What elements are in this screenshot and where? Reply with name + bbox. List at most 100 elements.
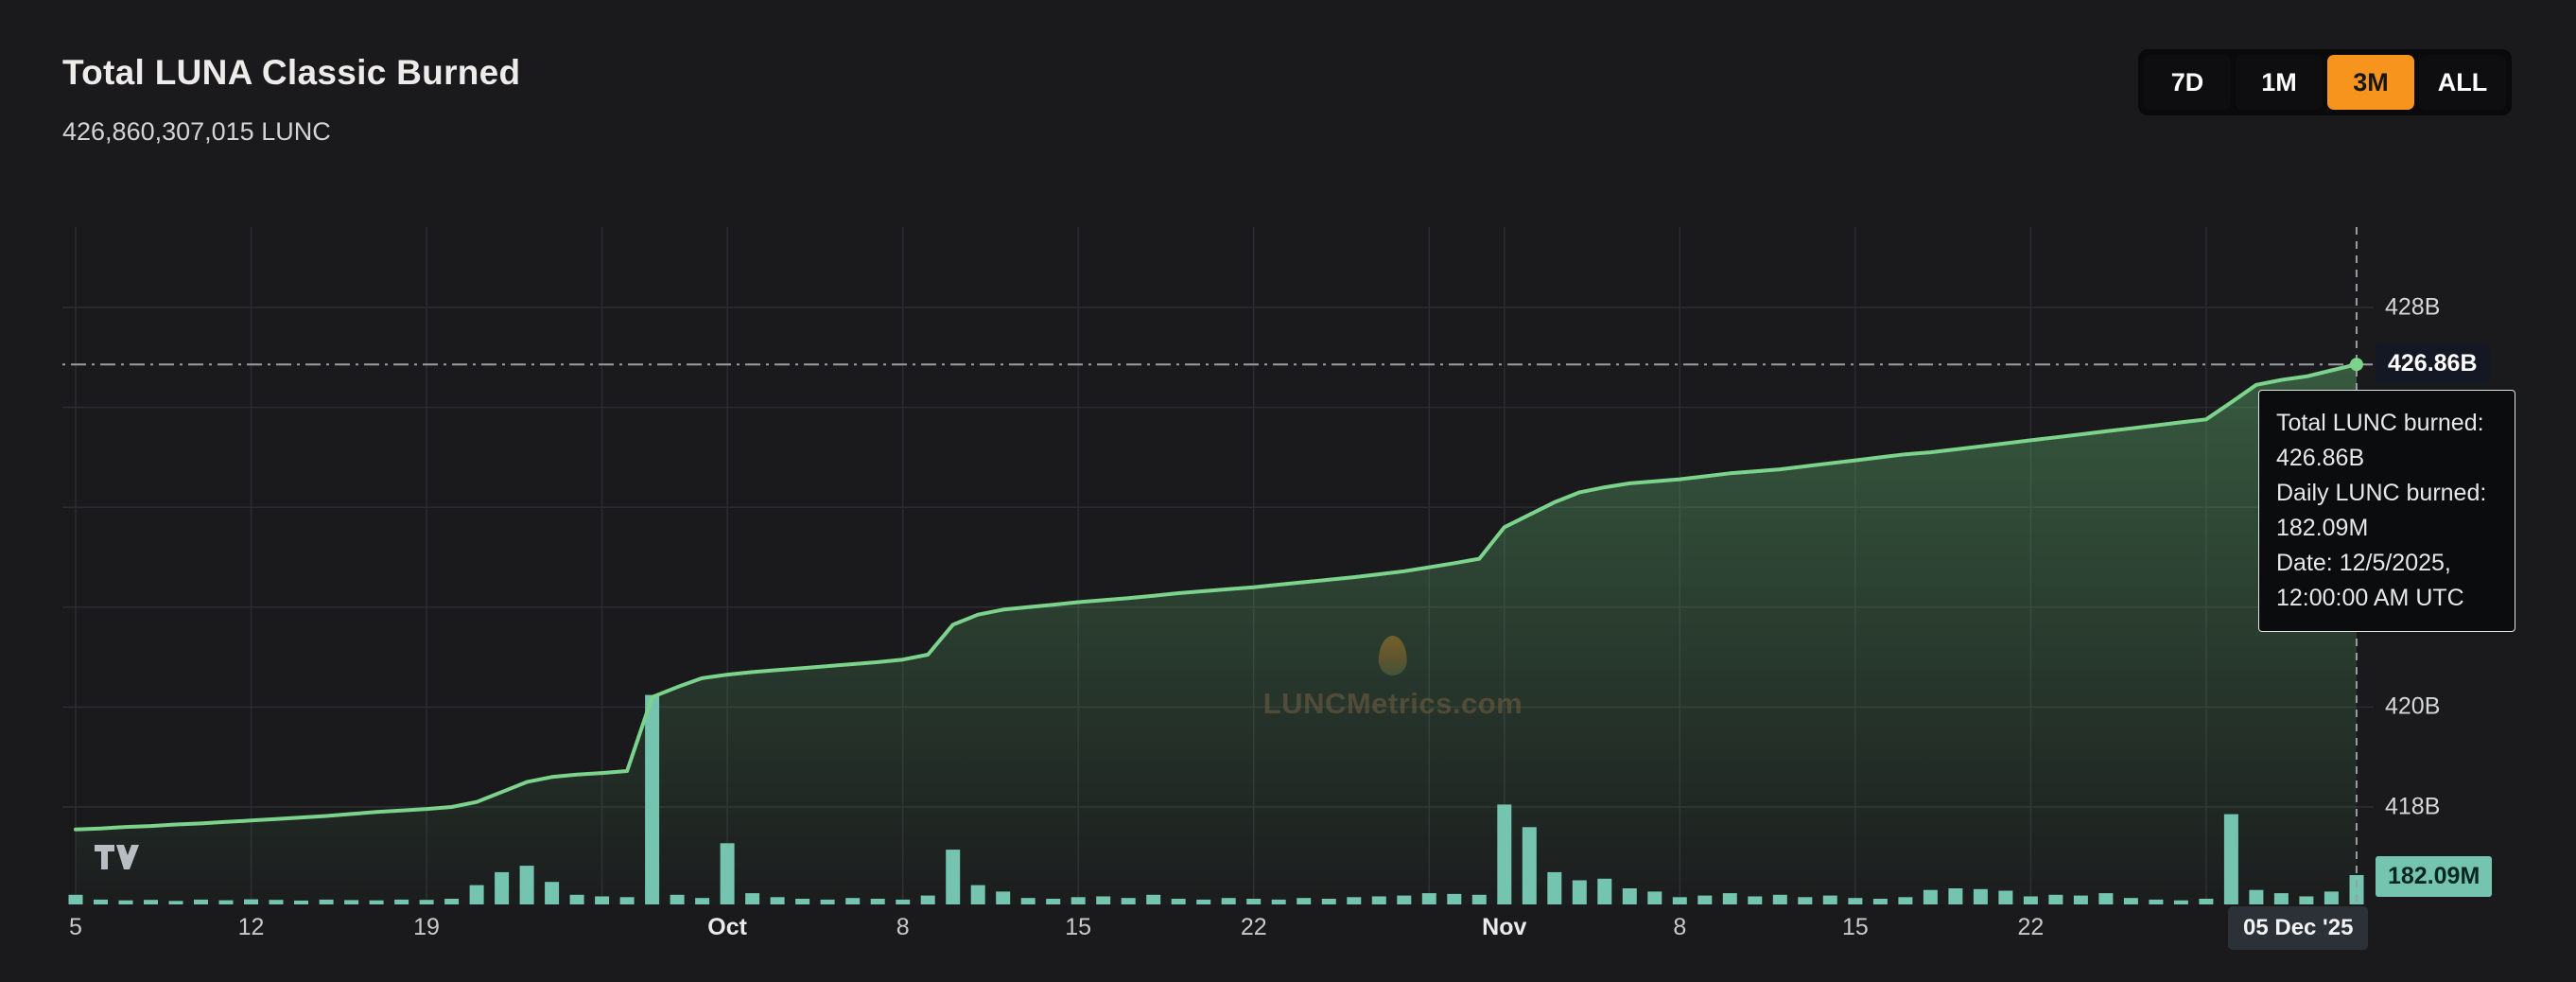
daily-burn-bar (1948, 888, 1963, 904)
current-daily-badge: 182.09M (2376, 856, 2493, 897)
daily-burn-bar (519, 866, 534, 904)
daily-burn-bar (2349, 875, 2364, 904)
daily-burn-bar (1748, 896, 1763, 904)
daily-burn-bar (1196, 899, 1211, 904)
daily-burn-bar (2048, 894, 2063, 904)
daily-burn-bar (68, 894, 83, 904)
current-date-badge: 05 Dec '25 (2228, 906, 2369, 950)
tooltip-line: 12:00:00 AM UTC (2276, 585, 2464, 611)
daily-burn-bar (168, 901, 183, 904)
daily-burn-bar (1697, 895, 1713, 904)
range-all-button[interactable]: ALL (2419, 55, 2506, 110)
tooltip-line: Total LUNC burned: (2276, 410, 2484, 436)
daily-burn-bar (569, 894, 584, 904)
daily-burn-bar (1397, 895, 1412, 904)
daily-burn-bar (1146, 894, 1161, 904)
current-total-badge: 426.86B (2376, 343, 2490, 384)
daily-burn-bar (1822, 895, 1837, 904)
daily-burn-bar (1923, 889, 1938, 904)
daily-burn-bar (670, 894, 685, 904)
daily-burn-bar (1321, 899, 1336, 904)
daily-burn-bar (244, 899, 258, 904)
daily-burn-bar (595, 896, 610, 904)
daily-burn-bar (770, 897, 785, 904)
daily-burn-bar (870, 899, 885, 904)
daily-burn-bar (444, 899, 460, 904)
daily-burn-bar (2199, 899, 2214, 904)
daily-burn-bar (1020, 898, 1036, 904)
tooltip-line: Date: 12/5/2025, (2276, 550, 2451, 576)
daily-burn-bar (118, 900, 133, 904)
daily-burn-bar (720, 843, 735, 904)
daily-burn-bar (1647, 891, 1662, 904)
daily-burn-bar (94, 899, 108, 904)
current-point-marker (2349, 358, 2363, 372)
tradingview-logo-icon[interactable] (95, 845, 140, 871)
daily-burn-bar (795, 899, 810, 904)
daily-burn-bar (845, 898, 861, 904)
daily-burn-bar (269, 900, 284, 904)
daily-burn-bar (144, 900, 158, 904)
daily-burn-bar (1722, 893, 1737, 904)
daily-burn-bar (495, 871, 510, 904)
daily-burn-bar (319, 899, 334, 904)
tooltip-line: 182.09M (2276, 515, 2369, 541)
daily-burn-bar (1898, 897, 1913, 904)
daily-burn-bar (469, 885, 484, 904)
daily-burn-bar (2249, 889, 2264, 904)
daily-burn-bar (369, 900, 384, 904)
daily-burn-bar (2324, 891, 2339, 904)
daily-burn-bar (294, 900, 308, 904)
daily-burn-bar (2123, 898, 2138, 904)
daily-burn-bar (1872, 899, 1888, 904)
daily-burn-bar (2299, 896, 2314, 904)
daily-burn-bar (1973, 888, 1988, 904)
daily-burn-bar (1121, 898, 1136, 904)
daily-burn-bar (970, 885, 985, 904)
tooltip-line: 426.86B (2276, 445, 2365, 471)
chart-tooltip: Total LUNC burned: 426.86B Daily LUNC bu… (2258, 390, 2515, 632)
daily-burn-bar (2073, 895, 2088, 904)
daily-burn-bar (1572, 880, 1587, 904)
daily-burn-bar (2149, 899, 2164, 904)
daily-burn-bar (946, 850, 961, 904)
daily-burn-bar (1171, 899, 1186, 904)
tooltip-line: Daily LUNC burned: (2276, 480, 2487, 506)
total-burned-value: 426,860,307,015 LUNC (62, 117, 331, 146)
daily-burn-bar (545, 882, 560, 904)
daily-burn-bar (1070, 897, 1086, 904)
daily-burn-bar (1347, 897, 1362, 904)
daily-burn-bar (1497, 804, 1512, 904)
daily-burn-bar (2098, 893, 2114, 904)
range-3m-button[interactable]: 3M (2327, 55, 2414, 110)
daily-burn-bar (1597, 878, 1612, 904)
daily-burn-bar (1221, 898, 1236, 904)
daily-burn-bar (1522, 827, 1537, 904)
daily-burn-bar (2273, 893, 2289, 904)
daily-burn-bar (1998, 890, 2013, 904)
range-1m-button[interactable]: 1M (2236, 55, 2323, 110)
daily-burn-bar (820, 899, 835, 904)
daily-burn-bar (1547, 871, 1562, 904)
range-7d-button[interactable]: 7D (2144, 55, 2231, 110)
daily-burn-bar (1672, 897, 1687, 904)
daily-burn-bar (1096, 896, 1111, 904)
daily-burn-bar (2223, 814, 2238, 904)
daily-burn-bar (920, 895, 935, 904)
daily-burn-bar (1271, 899, 1286, 904)
daily-burn-bar (419, 900, 434, 904)
daily-burn-bar (745, 893, 760, 904)
daily-burn-bar (695, 898, 710, 904)
daily-burn-bar (1798, 897, 1813, 904)
burn-area-fill (76, 364, 2357, 904)
daily-burn-bar (1848, 898, 1863, 904)
daily-burn-bar (2023, 896, 2038, 904)
daily-burn-bar (1622, 888, 1637, 904)
daily-burn-bar (619, 897, 635, 904)
daily-burn-bar (1421, 893, 1436, 904)
daily-burn-bar (1297, 898, 1312, 904)
daily-burn-bar (1046, 899, 1061, 904)
daily-burn-bar (218, 900, 234, 904)
